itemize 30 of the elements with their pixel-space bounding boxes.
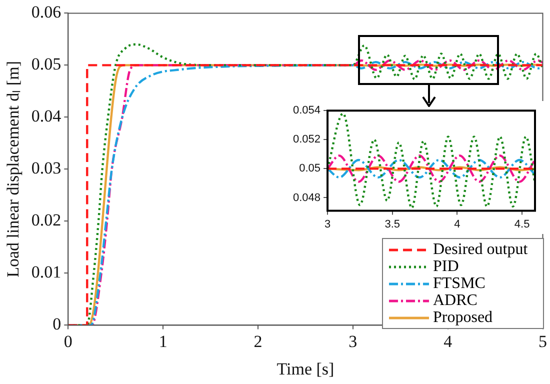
legend-label: FTSMC xyxy=(433,274,486,292)
x-tick-label: 3 xyxy=(324,218,331,230)
legend-label: Proposed xyxy=(433,308,493,326)
y-tick-label: 0.052 xyxy=(292,134,321,146)
x-tick-label: 5 xyxy=(538,332,547,351)
y-tick-label: 0.048 xyxy=(292,192,321,204)
x-axis-title: Time [s] xyxy=(276,359,334,378)
y-tick-label: 0.03 xyxy=(31,158,62,178)
legend-label: ADRC xyxy=(433,292,478,310)
x-tick-label: 4 xyxy=(454,218,460,230)
y-tick-label: 0.05 xyxy=(299,162,321,175)
line-series xyxy=(328,158,535,178)
x-tick-label: 4.5 xyxy=(514,218,530,230)
line-series xyxy=(328,154,535,183)
legend-label: PID xyxy=(433,258,459,276)
x-tick-label: 1 xyxy=(158,332,168,351)
y-tick-label: 0.02 xyxy=(31,210,62,230)
legend-label: Desired output xyxy=(433,240,528,258)
y-tick-label: 0.06 xyxy=(31,2,62,22)
x-tick-label: 3.5 xyxy=(384,218,400,230)
x-tick-label: 4 xyxy=(444,332,453,351)
y-tick-label: 0.01 xyxy=(31,262,62,282)
line-series xyxy=(328,112,535,209)
y-tick-label: 0.054 xyxy=(292,104,321,117)
x-tick-label: 3 xyxy=(348,332,358,351)
y-tick-label: 0.05 xyxy=(31,54,62,74)
x-tick-label: 2 xyxy=(254,332,262,351)
y-tick-label: 0.04 xyxy=(31,106,62,126)
y-axis-title: Load linear displacement dₗ [m] xyxy=(4,61,23,278)
y-tick-label: 0 xyxy=(52,314,62,334)
